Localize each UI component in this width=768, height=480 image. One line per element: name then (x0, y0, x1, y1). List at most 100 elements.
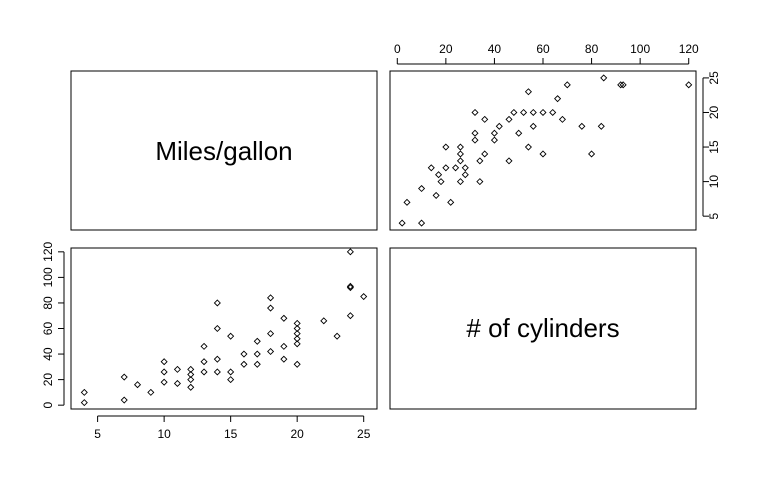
data-point-mpg-vs-cyl (320, 317, 328, 325)
data-point-cyl-vs-mpg (558, 115, 566, 123)
tick-label-mpg-right: 10 (707, 175, 721, 189)
data-point-cyl-vs-mpg (461, 164, 469, 172)
data-point-cyl-vs-mpg (490, 129, 498, 137)
data-point-mpg-vs-cyl (213, 368, 221, 376)
data-point-cyl-vs-mpg (617, 81, 625, 89)
data-point-mpg-vs-cyl (187, 376, 195, 384)
data-point-mpg-vs-cyl (293, 335, 301, 343)
tick-label-cyl-left: 20 (41, 373, 55, 387)
data-point-mpg-vs-cyl (267, 304, 275, 312)
data-point-cyl-vs-mpg (600, 74, 608, 82)
data-point-cyl-vs-mpg (524, 143, 532, 151)
data-point-cyl-vs-mpg (442, 164, 450, 172)
data-point-mpg-vs-cyl (280, 342, 288, 350)
data-point-cyl-vs-mpg (490, 136, 498, 144)
data-point-cyl-vs-mpg (510, 108, 518, 117)
data-point-mpg-vs-cyl (293, 340, 301, 348)
data-point-cyl-vs-mpg (456, 143, 464, 151)
data-point-mpg-vs-cyl (253, 360, 261, 368)
data-point-cyl-vs-mpg (471, 136, 479, 144)
data-point-mpg-vs-cyl (240, 360, 248, 368)
tick-label-mpg-right: 20 (707, 105, 721, 119)
tick-label-cyl-top: 120 (679, 42, 699, 56)
data-point-mpg-vs-cyl (213, 299, 221, 307)
data-point-cyl-vs-mpg (549, 108, 557, 117)
data-point-mpg-vs-cyl (187, 365, 195, 373)
data-point-cyl-vs-mpg (578, 122, 586, 130)
data-point-mpg-vs-cyl (213, 355, 221, 363)
data-point-cyl-vs-mpg (524, 88, 532, 96)
data-point-mpg-vs-cyl (147, 388, 155, 396)
data-point-cyl-vs-mpg (403, 198, 411, 206)
data-point-cyl-vs-mpg (481, 115, 489, 123)
tick-label-cyl-left: 0 (41, 402, 55, 409)
data-point-mpg-vs-cyl (280, 355, 288, 363)
data-point-mpg-vs-cyl (253, 337, 261, 345)
tick-label-cyl-left: 100 (41, 267, 55, 287)
tick-label-cyl-left: 80 (41, 296, 55, 310)
data-point-mpg-vs-cyl (200, 342, 208, 350)
data-point-cyl-vs-mpg (471, 129, 479, 137)
data-point-cyl-vs-mpg (461, 171, 469, 179)
tick-label-mpg-bottom: 10 (157, 427, 171, 441)
data-point-cyl-vs-mpg (427, 164, 435, 172)
data-point-mpg-vs-cyl (346, 284, 354, 292)
panel-bottom-left-frame (70, 247, 378, 410)
data-point-cyl-vs-mpg (471, 108, 479, 117)
data-point-mpg-vs-cyl (187, 383, 195, 391)
tick-label-mpg-bottom: 20 (290, 427, 304, 441)
tick-label-cyl-left: 60 (41, 322, 55, 336)
data-point-cyl-vs-mpg (554, 95, 562, 103)
data-point-mpg-vs-cyl (227, 332, 235, 340)
data-point-cyl-vs-mpg (442, 143, 450, 151)
tick-label-mpg-right: 15 (707, 140, 721, 154)
data-point-cyl-vs-mpg (520, 108, 528, 117)
data-point-mpg-vs-cyl (160, 368, 168, 376)
data-point-cyl-vs-mpg (529, 122, 537, 130)
data-point-mpg-vs-cyl (200, 358, 208, 366)
tick-label-cyl-top: 100 (630, 42, 650, 56)
data-point-mpg-vs-cyl (187, 370, 195, 379)
tick-label-mpg-bottom: 15 (224, 427, 238, 441)
data-point-mpg-vs-cyl (293, 319, 301, 327)
data-point-cyl-vs-mpg (563, 81, 571, 89)
data-point-mpg-vs-cyl (120, 373, 128, 381)
tick-label-cyl-top: 40 (488, 42, 502, 56)
data-point-cyl-vs-mpg (597, 122, 605, 130)
tick-label-cyl-top: 20 (439, 42, 453, 56)
data-point-mpg-vs-cyl (280, 314, 288, 322)
data-point-cyl-vs-mpg (539, 150, 547, 158)
tick-label-mpg-right: 25 (707, 71, 721, 85)
data-point-cyl-vs-mpg (456, 157, 464, 165)
data-point-cyl-vs-mpg (418, 184, 426, 193)
data-point-cyl-vs-mpg (685, 81, 693, 89)
data-point-mpg-vs-cyl (293, 360, 301, 368)
tick-label-cyl-top: 80 (585, 42, 599, 56)
data-point-cyl-vs-mpg (619, 81, 627, 89)
data-point-mpg-vs-cyl (346, 248, 354, 256)
data-point-cyl-vs-mpg (456, 178, 464, 186)
data-point-mpg-vs-cyl (253, 350, 261, 358)
data-point-cyl-vs-mpg (529, 108, 537, 117)
data-point-mpg-vs-cyl (293, 324, 301, 333)
tick-label-mpg-bottom: 25 (357, 427, 371, 441)
data-point-mpg-vs-cyl (267, 330, 275, 338)
data-point-cyl-vs-mpg (447, 198, 455, 206)
data-point-cyl-vs-mpg (476, 157, 484, 165)
data-point-cyl-vs-mpg (398, 219, 406, 227)
data-point-cyl-vs-mpg (481, 150, 489, 158)
tick-label-cyl-left: 120 (41, 242, 55, 262)
data-point-cyl-vs-mpg (495, 122, 503, 130)
data-point-cyl-vs-mpg (435, 171, 443, 179)
tick-label-cyl-top: 60 (536, 42, 550, 56)
data-point-mpg-vs-cyl (346, 282, 354, 290)
data-point-cyl-vs-mpg (437, 178, 445, 186)
data-point-mpg-vs-cyl (227, 376, 235, 384)
tick-label-cyl-left: 40 (41, 347, 55, 361)
data-point-cyl-vs-mpg (505, 157, 513, 165)
diagonal-label-cyl: # of cylinders (466, 313, 619, 343)
tick-label-cyl-top: 0 (394, 42, 401, 56)
data-point-mpg-vs-cyl (346, 312, 354, 320)
points-layer (80, 74, 693, 407)
